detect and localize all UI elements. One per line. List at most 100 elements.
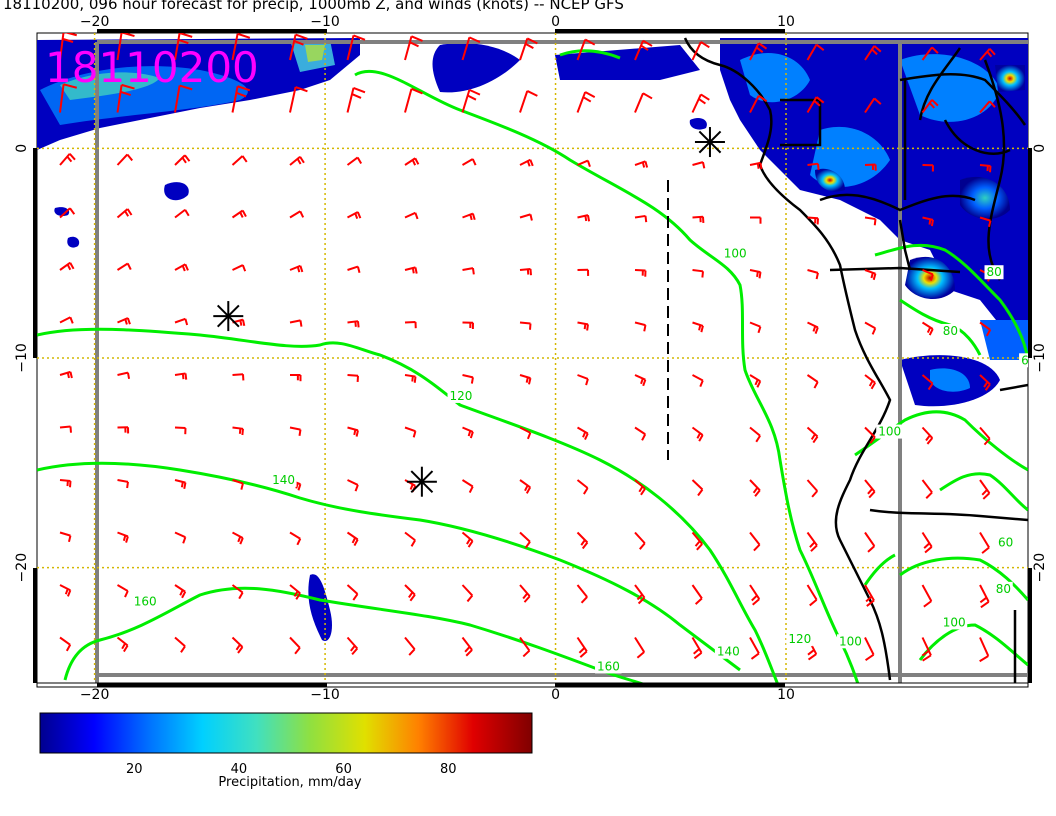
wind-barb (519, 584, 531, 603)
x-tick-label: 10 (777, 14, 795, 30)
wind-barb (404, 636, 416, 656)
x-tick-label: 0 (551, 687, 560, 703)
wind-barb (347, 320, 360, 328)
wind-barb (231, 209, 247, 219)
wind-barb (978, 690, 987, 715)
wind-barb (519, 213, 533, 221)
wind-barb (577, 321, 589, 331)
wind-barb (231, 155, 248, 166)
wind-barb (404, 157, 420, 166)
wind-barb (174, 317, 189, 326)
wind-barb (462, 374, 474, 384)
x-axis-top-labels: −20 −10 0 10 (80, 14, 795, 30)
wind-barb (806, 96, 825, 114)
wind-barb (806, 584, 818, 607)
wind-barb (59, 370, 73, 379)
wind-barb (174, 479, 187, 489)
wind-barb (519, 158, 534, 167)
wind-barb (634, 39, 653, 61)
wind-barb (59, 207, 76, 219)
wind-barb (462, 267, 475, 275)
x-axis-bottom-labels: −20 −10 0 10 (80, 687, 795, 703)
wind-barb (232, 373, 245, 381)
wind-barb (59, 531, 72, 543)
wind-barb (404, 35, 423, 61)
wind-barb (289, 33, 308, 61)
wind-barb (576, 636, 588, 658)
wind-barb (116, 208, 133, 219)
x-tick-label: −10 (310, 687, 340, 703)
wind-barb (634, 214, 648, 223)
y-tick-label: −10 (14, 343, 30, 373)
contour-label: 80 (943, 324, 958, 338)
storm-markers (213, 127, 725, 497)
wind-barb (519, 374, 532, 385)
wind-barb (576, 531, 589, 550)
wind-barb (519, 90, 538, 113)
wind-barb (461, 636, 473, 657)
wind-barb (749, 637, 760, 660)
wind-barb (576, 479, 589, 495)
wind-barb (116, 262, 132, 271)
wind-barb (864, 637, 875, 661)
x-tick-label: −10 (310, 14, 340, 30)
colorbar-tick-label: 60 (335, 762, 352, 777)
wind-barb (174, 584, 187, 599)
wind-barb (289, 86, 308, 113)
wind-barb (692, 269, 704, 278)
contour-label: 80 (996, 582, 1011, 596)
wind-barb (577, 374, 589, 386)
region-box (95, 40, 1028, 683)
wind-barb (461, 158, 477, 166)
contour-label: 140 (272, 473, 295, 487)
contour-label: 60 (1021, 353, 1036, 367)
wind-barb (921, 479, 933, 499)
wind-barb (348, 690, 357, 709)
wind-barb (346, 636, 359, 656)
wind-barb (806, 43, 825, 61)
wind-barb (634, 531, 646, 550)
wind-barb (174, 636, 186, 653)
wind-barb (979, 531, 990, 554)
wind-barbs (59, 33, 996, 715)
coastlines (683, 37, 1028, 683)
wind-barb (921, 321, 934, 336)
wind-barb (116, 153, 134, 166)
axis-frame-bars (33, 29, 1032, 688)
wind-barb (806, 426, 819, 444)
wind-barb (749, 94, 768, 113)
wind-barb (59, 316, 74, 324)
wind-barb (290, 690, 300, 708)
wind-barb (979, 584, 990, 609)
wind-barb (634, 92, 653, 113)
wind-barb (979, 48, 996, 61)
wind-barb (921, 584, 933, 608)
wind-barb (347, 374, 359, 383)
wind-barb (806, 531, 818, 552)
wind-barb (174, 208, 190, 219)
contour-label: 100 (878, 425, 901, 439)
contour-label: 100 (724, 246, 747, 260)
wind-barb (864, 269, 877, 281)
wind-barb (578, 690, 587, 711)
wind-barb (576, 426, 589, 441)
y-tick-label: 0 (1032, 144, 1048, 153)
wind-barb (404, 584, 416, 602)
wind-barb (174, 372, 188, 380)
wind-barb (346, 584, 359, 601)
contour-label: 100 (839, 634, 862, 648)
wind-barb (576, 38, 596, 61)
wind-barb (231, 584, 244, 600)
wind-barb (634, 479, 646, 496)
x-tick-label: −20 (80, 687, 110, 703)
wind-barb (634, 269, 647, 277)
wind-barb (118, 690, 128, 706)
wind-barb (979, 321, 992, 337)
wind-barb (289, 210, 305, 219)
wind-barb (117, 371, 131, 380)
wind-barb (174, 531, 187, 544)
colorbar-label: Precipitation, mm/day (218, 775, 362, 790)
colorbar-tick-label: 40 (231, 762, 248, 777)
wind-barb (59, 425, 72, 433)
wind-barb (921, 426, 934, 445)
